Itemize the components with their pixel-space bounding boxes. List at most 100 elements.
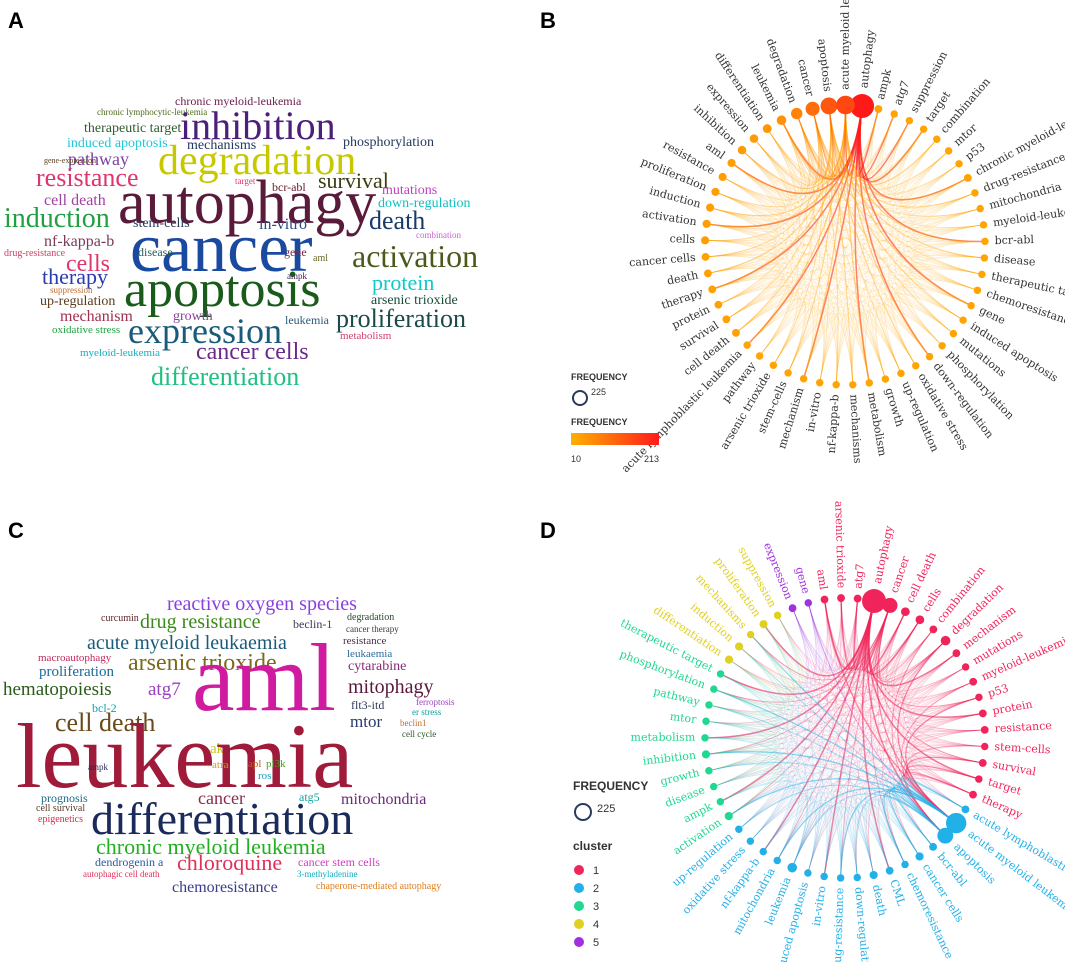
network-link xyxy=(738,624,800,830)
network-node xyxy=(978,709,987,718)
network-link xyxy=(872,139,937,380)
network-link xyxy=(868,310,902,380)
network-link xyxy=(705,704,777,728)
network-node xyxy=(901,860,909,869)
network-link xyxy=(728,778,957,824)
network-link xyxy=(777,615,934,847)
network-link xyxy=(870,802,906,871)
cloud-word: myeloid-leukemia xyxy=(80,347,161,359)
legend-size-value: 225 xyxy=(597,803,615,815)
network-link xyxy=(705,253,777,274)
network-link xyxy=(746,177,968,346)
network-link xyxy=(720,781,858,878)
network-link xyxy=(828,105,879,177)
network-node xyxy=(976,204,984,213)
network-link xyxy=(728,659,966,701)
network-link xyxy=(840,598,974,698)
network-link xyxy=(718,149,789,305)
network-link xyxy=(705,634,789,755)
network-link xyxy=(767,128,976,210)
cloud-word: epigenetics xyxy=(38,814,83,825)
network-link xyxy=(712,276,930,357)
network-link xyxy=(796,104,847,178)
network-link xyxy=(781,120,972,306)
network-link xyxy=(791,793,946,868)
network-link xyxy=(891,224,984,366)
network-link xyxy=(720,673,974,709)
network-link xyxy=(762,600,875,677)
network-link xyxy=(914,241,985,259)
network-link xyxy=(710,207,978,291)
network-link xyxy=(750,605,891,681)
network-link xyxy=(906,666,974,707)
network-link xyxy=(763,624,920,857)
network-node xyxy=(722,315,731,324)
cloud-word: macroautophagy xyxy=(38,652,112,664)
legend-cluster-label: 3 xyxy=(593,901,599,913)
network-node xyxy=(737,145,747,155)
network-node-label: growth xyxy=(882,386,906,428)
network-node xyxy=(975,775,983,783)
network-node xyxy=(714,300,723,309)
network-link xyxy=(746,282,972,346)
network-link xyxy=(803,104,847,379)
network-link xyxy=(738,646,957,695)
network-link xyxy=(777,640,946,861)
cloud-word: pathway xyxy=(68,149,129,169)
network-link xyxy=(824,599,983,764)
network-link xyxy=(731,162,870,383)
network-link xyxy=(855,598,934,847)
cloud-word: degradation xyxy=(158,138,357,184)
network-node xyxy=(967,301,975,310)
network-link xyxy=(738,786,795,842)
network-link xyxy=(712,278,814,379)
network-link xyxy=(738,611,906,830)
word-cloud-c: reactive oxygen species curcumin drug re… xyxy=(0,510,530,950)
network-link xyxy=(715,191,981,224)
network-link xyxy=(728,659,818,874)
cloud-word: mechanisms xyxy=(187,138,257,153)
network-link xyxy=(731,104,847,194)
network-link xyxy=(708,653,957,715)
network-link xyxy=(792,608,966,693)
network-node xyxy=(975,693,983,702)
network-link xyxy=(886,120,964,321)
network-link xyxy=(720,629,934,698)
cloud-word: leukaemia xyxy=(347,648,393,660)
network-link xyxy=(738,646,946,836)
network-node xyxy=(919,125,928,133)
legend-color-max: 213 xyxy=(644,454,659,464)
network-link xyxy=(728,598,858,689)
network-link xyxy=(812,108,981,217)
network-link xyxy=(819,139,937,383)
network-node-label: cells xyxy=(669,232,695,246)
network-link xyxy=(741,149,886,380)
network-link xyxy=(787,310,822,379)
network-link xyxy=(705,150,949,258)
network-link xyxy=(738,646,800,852)
network-link xyxy=(750,634,957,824)
network-link xyxy=(856,598,974,795)
network-link xyxy=(722,176,976,216)
cloud-word: mitophagy xyxy=(348,676,434,698)
network-link xyxy=(750,729,985,842)
cloud-word: gene-expression xyxy=(44,156,96,165)
network-node-label: arsenic trioxide xyxy=(832,501,847,589)
network-link xyxy=(750,615,806,842)
network-link xyxy=(887,791,946,857)
network-link xyxy=(907,177,972,306)
network-link xyxy=(705,721,874,876)
network-link xyxy=(705,240,776,258)
network-link xyxy=(715,191,784,320)
network-link xyxy=(753,108,822,186)
cloud-word: growth xyxy=(173,309,213,324)
network-link xyxy=(878,745,985,871)
network-links xyxy=(705,104,985,385)
network-link xyxy=(767,128,937,190)
cloud-word: mutations xyxy=(382,183,438,198)
network-link xyxy=(803,312,830,383)
network-node xyxy=(724,811,733,821)
cloud-word: flt3-itd xyxy=(351,698,385,712)
network-link xyxy=(708,704,795,852)
network-node xyxy=(881,375,890,383)
